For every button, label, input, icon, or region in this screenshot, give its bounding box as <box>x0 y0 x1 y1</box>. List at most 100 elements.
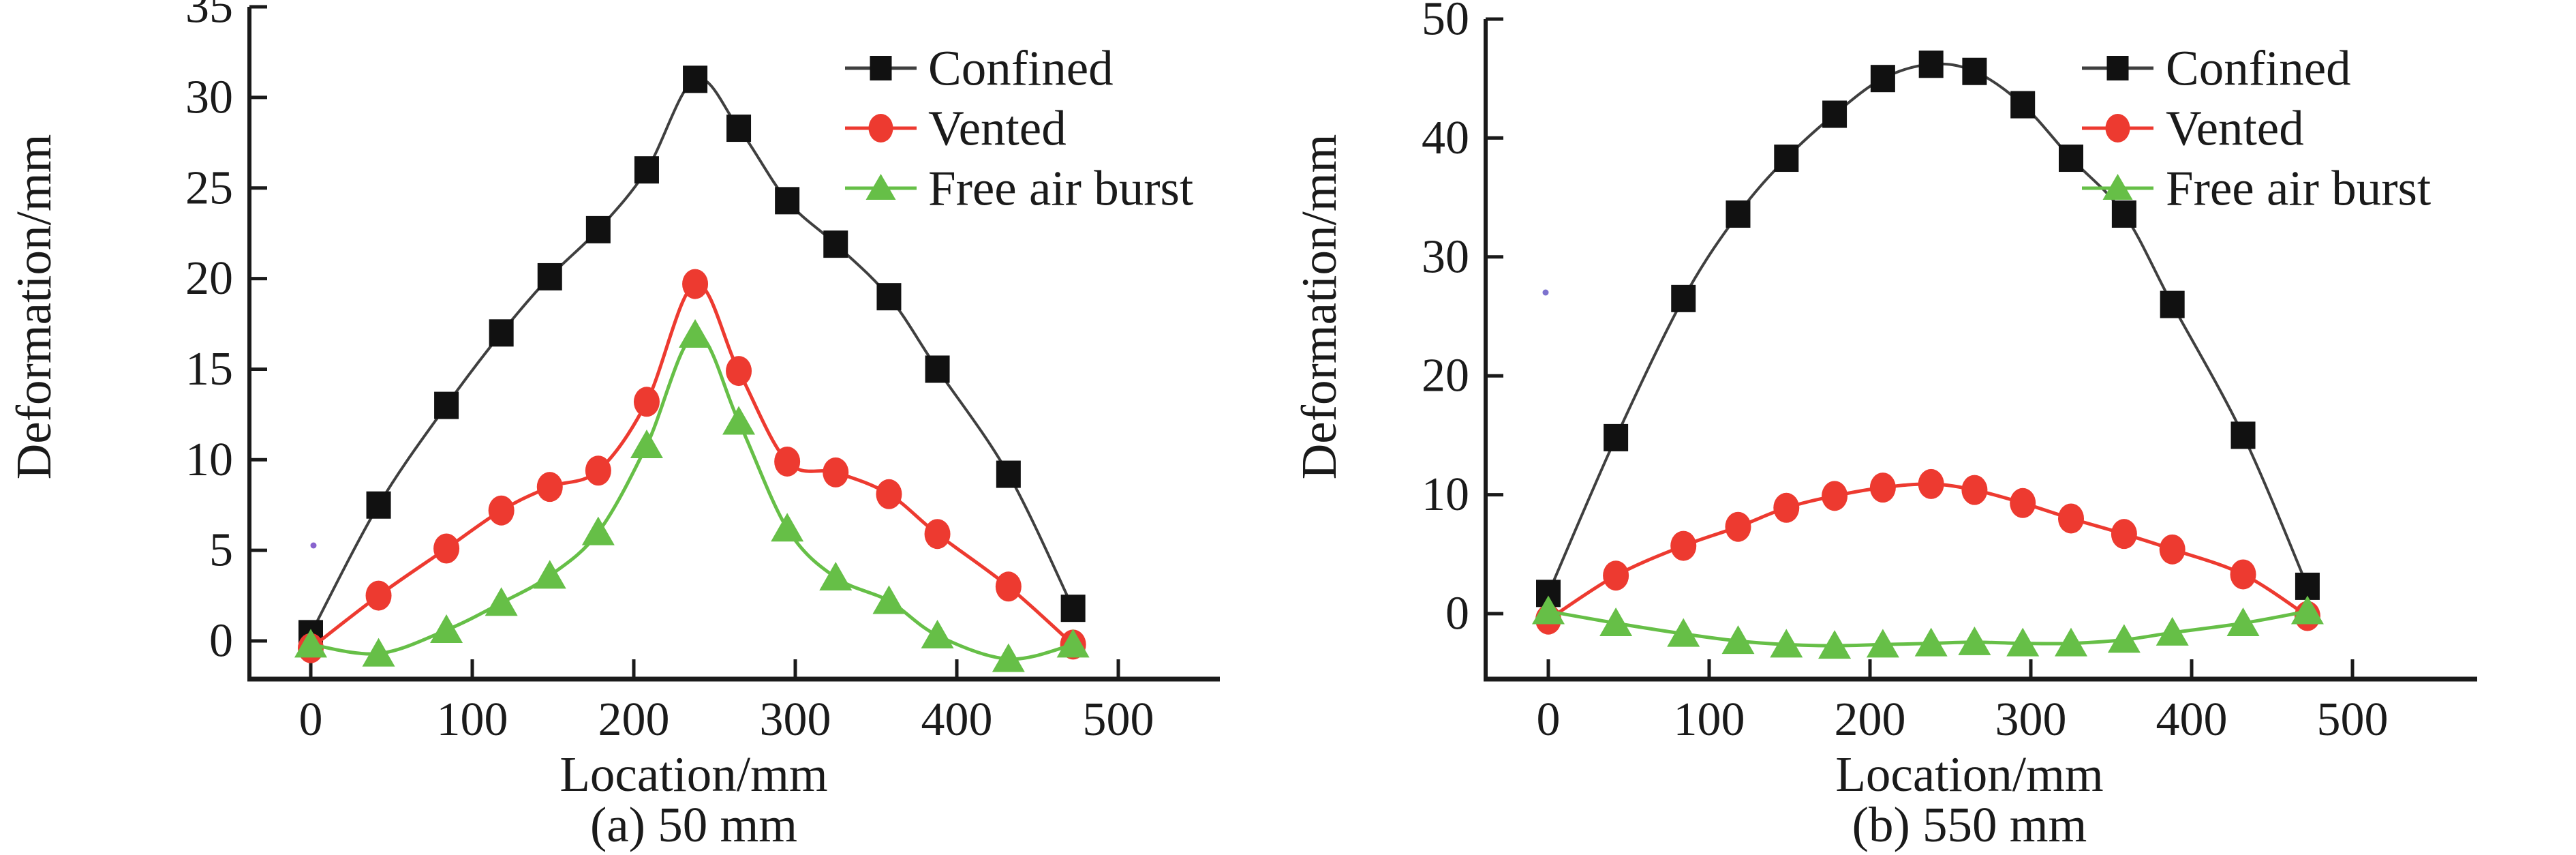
data-marker-circle <box>726 356 752 387</box>
x-tick-label: 100 <box>437 693 508 746</box>
data-marker-square <box>489 319 514 347</box>
data-marker-square <box>2295 572 2320 600</box>
data-marker-triangle <box>771 513 804 542</box>
data-marker-circle <box>1822 481 1848 511</box>
x-axis-title: Location/mm <box>559 747 827 802</box>
data-marker-square <box>775 187 800 215</box>
data-marker-triangle <box>1866 629 1899 658</box>
x-tick-label: 300 <box>760 693 831 746</box>
data-marker-triangle <box>992 643 1025 672</box>
data-marker-triangle <box>1770 629 1803 658</box>
legend-triangle-marker-icon <box>865 174 896 200</box>
data-marker-triangle <box>1599 607 1633 636</box>
series-line-circle <box>1547 482 2309 621</box>
x-tick-label: 0 <box>299 693 323 746</box>
data-marker-square <box>2160 290 2185 318</box>
data-marker-triangle <box>2156 616 2189 646</box>
y-tick-label: 0 <box>1445 588 1469 640</box>
panel-caption: (a) 50 mm <box>590 797 797 852</box>
data-marker-square <box>2111 200 2136 228</box>
data-marker-square <box>726 115 752 142</box>
data-marker-circle <box>682 269 709 299</box>
y-tick-label: 30 <box>1422 230 1469 283</box>
x-tick-label: 400 <box>2156 693 2228 746</box>
panel-b: 0 10 20 30 40 50 0 100 200 300 400 500 Location/mm (b… <box>1288 0 2576 855</box>
stray-mark <box>1542 289 1549 296</box>
data-marker-circle <box>1869 472 1896 503</box>
data-marker-square <box>2059 145 2083 172</box>
series-line-triangle <box>310 333 1074 661</box>
y-tick-label: 10 <box>1422 468 1469 521</box>
data-marker-circle <box>924 519 951 550</box>
x-tick-label: 100 <box>1674 693 1745 746</box>
data-marker-square <box>2010 91 2036 119</box>
data-marker-circle <box>1670 530 1697 561</box>
data-marker-triangle <box>1667 618 1700 647</box>
y-tick-label: 5 <box>209 524 233 577</box>
data-marker-square <box>1774 145 1799 172</box>
data-marker-triangle <box>1914 627 1948 657</box>
y-tick-label: 30 <box>185 71 233 123</box>
y-tick-label: 25 <box>185 162 233 214</box>
y-tick-label: 40 <box>1422 112 1469 164</box>
data-marker-square <box>1918 50 1944 78</box>
x-tick-label: 500 <box>1083 693 1154 746</box>
data-marker-triangle <box>581 516 615 545</box>
legend-square-marker-icon <box>870 56 892 80</box>
legend-label: Free air burst <box>2166 161 2431 216</box>
data-marker-triangle <box>1721 625 1755 655</box>
data-marker-square <box>683 65 708 93</box>
data-marker-triangle <box>294 629 327 658</box>
data-marker-circle <box>995 571 1022 602</box>
data-marker-circle <box>1773 492 1800 523</box>
legend-label: Free air burst <box>928 161 1193 216</box>
data-marker-triangle <box>2107 624 2141 653</box>
data-marker-triangle <box>2290 595 2324 625</box>
data-marker-triangle <box>819 562 853 591</box>
panel-a: 0 5 10 15 20 25 30 35 0 100 200 300 400 500 Location/m… <box>6 0 1220 852</box>
data-marker-triangle <box>630 430 663 459</box>
data-marker-triangle <box>1958 626 1991 655</box>
y-tick-label: 20 <box>185 252 233 305</box>
data-marker-square <box>434 391 459 419</box>
data-marker-triangle <box>362 638 395 667</box>
data-marker-circle <box>433 533 460 564</box>
data-marker-triangle <box>2226 607 2260 636</box>
y-tick-label: 0 <box>209 615 233 668</box>
data-marker-square <box>996 460 1021 488</box>
panel-caption: (b) 550 mm <box>1852 797 2087 852</box>
data-marker-circle <box>2230 559 2256 590</box>
data-marker-square <box>1726 200 1751 228</box>
x-tick-label: 0 <box>1537 693 1561 746</box>
data-marker-triangle <box>430 614 463 644</box>
data-marker-triangle <box>1818 630 1852 659</box>
data-marker-circle <box>2058 503 2084 534</box>
data-marker-triangle <box>485 587 518 616</box>
y-tick-label: 20 <box>1422 350 1469 402</box>
data-marker-circle <box>1918 468 1944 499</box>
legend-label: Confined <box>2166 41 2351 96</box>
data-marker-triangle <box>679 318 712 348</box>
x-tick-label: 200 <box>598 693 670 746</box>
y-tick-label: 50 <box>1422 0 1469 46</box>
stray-mark <box>310 542 317 549</box>
data-marker-circle <box>1961 475 1988 505</box>
x-tick-label: 300 <box>1995 693 2067 746</box>
data-marker-triangle <box>872 585 906 614</box>
legend-circle-marker-icon <box>868 114 893 142</box>
data-marker-triangle <box>2006 627 2040 657</box>
y-axis-title: Deformation/mm <box>1291 134 1347 480</box>
data-marker-square <box>876 283 902 311</box>
data-marker-square <box>537 262 562 290</box>
data-marker-square <box>1822 100 1847 128</box>
y-axis-title: Deformation/mm <box>6 134 61 480</box>
data-marker-circle <box>488 495 515 526</box>
data-marker-circle <box>1725 511 1751 542</box>
data-marker-triangle <box>2055 627 2087 657</box>
legend-circle-marker-icon <box>2105 114 2130 142</box>
data-marker-circle <box>365 580 392 611</box>
data-marker-circle <box>823 457 849 487</box>
chart-a-50mm: 0 5 10 15 20 25 30 35 0 100 200 300 400 500 Location/m… <box>6 0 1220 852</box>
